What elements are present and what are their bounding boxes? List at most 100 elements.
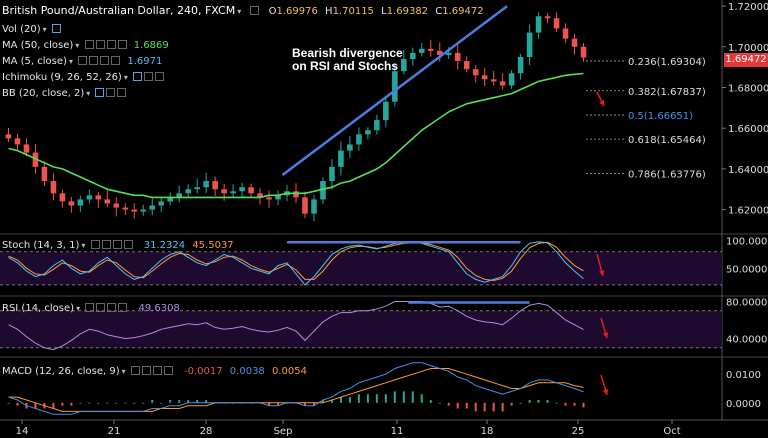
candle-body <box>293 191 299 198</box>
macd-hist-value: -0.0017 <box>184 366 223 377</box>
more-icon[interactable] <box>123 240 133 249</box>
macd-histogram-bar <box>357 394 360 403</box>
more-icon[interactable] <box>111 56 121 65</box>
macd-histogram-bar <box>339 397 342 403</box>
candle-body <box>508 73 515 86</box>
chevron-down-icon[interactable]: ▾ <box>75 41 80 50</box>
settings-icon[interactable] <box>141 366 151 375</box>
time-tick-label: Oct <box>663 426 680 437</box>
candle-body <box>149 205 156 210</box>
close-icon[interactable] <box>112 240 122 249</box>
annotation-line-2: on RSI and Stochs <box>292 59 399 73</box>
candle-body <box>580 46 587 58</box>
visibility-icon[interactable] <box>85 303 95 312</box>
macd-histogram-bar <box>375 394 378 403</box>
stoch-d-line <box>8 241 584 282</box>
time-tick-label: 18 <box>481 426 494 437</box>
candle-body <box>517 56 524 74</box>
macd-header[interactable]: MACD (12, 26, close, 9) ▾ -0.0017 0.0038 … <box>2 366 307 377</box>
settings-icon[interactable] <box>106 88 116 97</box>
chevron-down-icon[interactable]: ▾ <box>86 89 91 98</box>
stoch-header[interactable]: Stoch (14, 3, 1) ▾ 31.2324 45.5037 <box>2 240 234 251</box>
indicator-ma50[interactable]: MA (50, close) ▾ 1.6869 <box>2 40 169 51</box>
macd-tick-label: 0.0000 <box>726 399 761 410</box>
candle-body <box>445 52 452 55</box>
ohlc-high-value: 1.70115 <box>332 6 374 17</box>
stoch-k-value: 31.2324 <box>143 240 186 251</box>
indicator-ma5[interactable]: MA (5, close) ▾ 1.6971 <box>2 56 162 67</box>
indicator-vol[interactable]: Vol (20) ▾ <box>2 24 61 35</box>
indicator-bb[interactable]: BB (20, close, 2) ▾ <box>2 88 127 99</box>
indicator-ichimoku[interactable]: Ichimoku (9, 26, 52, 26) ▾ <box>2 72 165 83</box>
settings-icon[interactable] <box>89 56 99 65</box>
ohlc-close-value: 1.69472 <box>442 6 484 17</box>
symbol-title[interactable]: British Pound/Australian Dollar, 240, FX… <box>2 4 236 17</box>
chevron-down-icon[interactable]: ▾ <box>81 241 86 250</box>
indicator-label: RSI (14, close) <box>2 303 75 314</box>
more-icon[interactable] <box>163 366 173 375</box>
macd-histogram-bar <box>34 402 37 409</box>
bearish-arrow-macd-head <box>602 389 609 395</box>
settings-icon[interactable] <box>144 72 154 81</box>
macd-histogram-bar <box>151 399 154 403</box>
more-icon[interactable] <box>117 40 127 49</box>
macd-histogram-bar <box>474 402 477 412</box>
chevron-down-icon[interactable]: ▾ <box>121 367 126 376</box>
rsi-header[interactable]: RSI (14, close) ▾ 49.6308 <box>2 303 180 314</box>
visibility-icon[interactable] <box>51 24 61 33</box>
close-icon[interactable] <box>117 88 127 97</box>
macd-tick-label: 0.0100 <box>726 370 761 381</box>
stoch-tick-label: 50.0000 <box>726 264 767 275</box>
close-icon[interactable] <box>152 366 162 375</box>
macd-histogram-bar <box>555 402 558 404</box>
ohlc-open-value: 1.69976 <box>276 6 318 17</box>
macd-histogram-bar <box>124 402 127 404</box>
macd-histogram-bar <box>537 399 540 403</box>
settings-icon[interactable] <box>96 303 106 312</box>
macd-histogram-bar <box>330 399 333 403</box>
settings-icon[interactable] <box>95 40 105 49</box>
rising-trend-line <box>281 5 508 176</box>
close-icon[interactable] <box>106 40 116 49</box>
macd-histogram-bar <box>277 402 280 406</box>
macd-histogram-bar <box>519 402 522 404</box>
candle-body <box>131 209 138 212</box>
candle-body <box>266 197 272 200</box>
close-icon[interactable] <box>107 303 117 312</box>
candle-body <box>203 181 209 188</box>
candle-body <box>562 28 569 39</box>
macd-histogram-bar <box>321 399 324 403</box>
candle-body <box>5 134 12 139</box>
chevron-down-icon[interactable]: ▾ <box>42 25 47 34</box>
macd-histogram-bar <box>465 402 468 409</box>
settings-icon[interactable] <box>101 240 111 249</box>
visibility-icon[interactable] <box>90 240 100 249</box>
bearish-arrow-rsi-head <box>602 332 609 338</box>
visibility-icon[interactable] <box>133 72 143 81</box>
price-tick-label: 1.66000 <box>728 124 768 135</box>
close-icon[interactable] <box>100 56 110 65</box>
candle-body <box>275 195 281 200</box>
visibility-icon[interactable] <box>78 56 88 65</box>
ohlc-open-key: O <box>268 6 277 17</box>
macd-histogram-bar <box>429 399 432 403</box>
visibility-icon[interactable] <box>84 40 94 49</box>
candle-body <box>499 81 506 86</box>
visibility-icon[interactable] <box>95 88 105 97</box>
chevron-down-icon[interactable]: ▾ <box>123 73 128 82</box>
chevron-down-icon[interactable]: ▾ <box>76 304 81 313</box>
close-icon[interactable] <box>155 72 165 81</box>
candle-body <box>14 138 21 145</box>
settings-icon[interactable] <box>250 6 260 15</box>
stoch-d-value: 45.5037 <box>192 240 234 251</box>
chevron-down-icon[interactable]: ▾ <box>237 7 242 16</box>
more-icon[interactable] <box>118 303 128 312</box>
stoch-k-line <box>8 241 584 286</box>
macd-histogram-bar <box>88 402 91 404</box>
chevron-down-icon[interactable]: ▾ <box>68 57 73 66</box>
candle-body <box>194 187 200 190</box>
visibility-icon[interactable] <box>130 366 140 375</box>
macd-histogram-bar <box>348 397 351 403</box>
macd-histogram-bar <box>573 402 576 406</box>
